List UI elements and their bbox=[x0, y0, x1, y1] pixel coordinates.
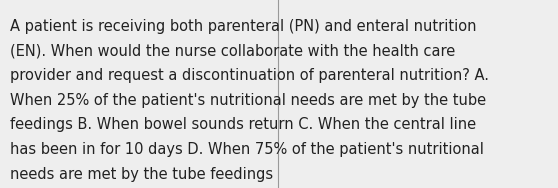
Text: feedings B. When bowel sounds return C. When the central line: feedings B. When bowel sounds return C. … bbox=[10, 117, 476, 132]
Text: needs are met by the tube feedings: needs are met by the tube feedings bbox=[10, 167, 273, 182]
Text: provider and request a discontinuation of parenteral nutrition? A.: provider and request a discontinuation o… bbox=[10, 68, 489, 83]
Text: When 25% of the patient's nutritional needs are met by the tube: When 25% of the patient's nutritional ne… bbox=[10, 93, 486, 108]
Text: A patient is receiving both parenteral (PN) and enteral nutrition: A patient is receiving both parenteral (… bbox=[10, 19, 477, 34]
Text: has been in for 10 days D. When 75% of the patient's nutritional: has been in for 10 days D. When 75% of t… bbox=[10, 142, 484, 157]
Text: (EN). When would the nurse collaborate with the health care: (EN). When would the nurse collaborate w… bbox=[10, 43, 455, 58]
